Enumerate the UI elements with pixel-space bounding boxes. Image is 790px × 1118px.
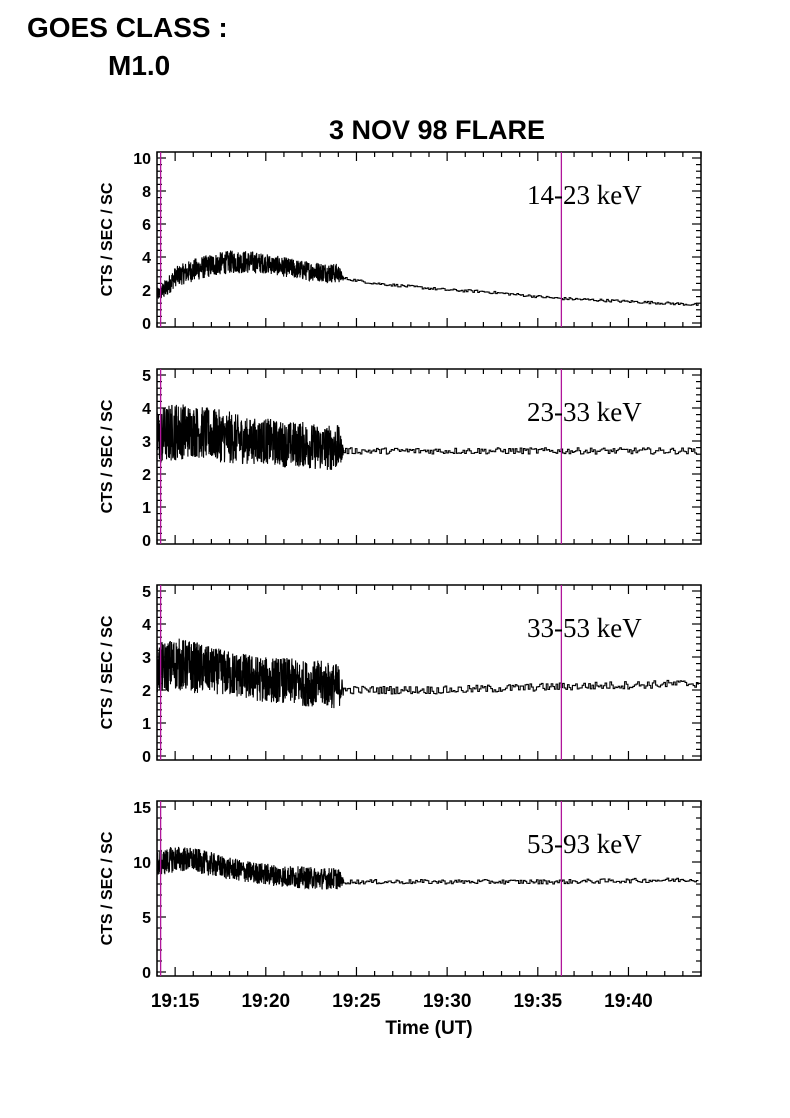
y-tick-label: 1 bbox=[142, 500, 151, 517]
energy-band-label: 23-33 keV bbox=[527, 397, 642, 427]
y-tick-label: 1 bbox=[142, 716, 151, 733]
x-tick-label: 19:20 bbox=[241, 991, 290, 1012]
y-tick-label: 5 bbox=[142, 910, 151, 927]
y-tick-label: 6 bbox=[142, 217, 151, 234]
y-tick-label: 4 bbox=[142, 250, 151, 267]
data-series-line bbox=[156, 404, 699, 470]
y-tick-label: 8 bbox=[142, 184, 151, 201]
x-tick-label: 19:35 bbox=[513, 991, 562, 1012]
y-tick-label: 15 bbox=[133, 800, 151, 817]
y-tick-label: 0 bbox=[142, 749, 151, 766]
panel-1: 0 2 4 6 8 10 CTS / SEC / SC 14-23 keV bbox=[99, 151, 702, 333]
energy-band-label: 33-53 keV bbox=[527, 613, 642, 643]
y-tick-label: 3 bbox=[142, 650, 151, 667]
data-series-line bbox=[156, 846, 699, 890]
panel-2: 0 1 2 3 4 5 CTS / SEC / SC 23-33 keV bbox=[99, 368, 702, 550]
y-tick-label: 2 bbox=[142, 283, 151, 300]
energy-band-label: 53-93 keV bbox=[527, 829, 642, 859]
y-tick-label: 10 bbox=[133, 151, 151, 168]
y-tick-label: 2 bbox=[142, 683, 151, 700]
y-tick-label: 5 bbox=[142, 368, 151, 385]
goes-class-value: M1.0 bbox=[108, 50, 170, 81]
y-tick-label: 0 bbox=[142, 316, 151, 333]
y-tick-label: 5 bbox=[142, 584, 151, 601]
x-tick-label: 19:15 bbox=[151, 991, 200, 1012]
y-tick-label: 2 bbox=[142, 467, 151, 484]
y-tick-label: 4 bbox=[142, 401, 151, 418]
y-tick-label: 10 bbox=[133, 855, 151, 872]
data-series-line bbox=[156, 638, 699, 709]
x-tick-labels: 19:15 19:20 19:25 19:30 19:35 19:40 bbox=[151, 991, 653, 1012]
y-axis-label: CTS / SEC / SC bbox=[99, 399, 116, 513]
x-tick-label: 19:30 bbox=[423, 991, 472, 1012]
chart-title: 3 NOV 98 FLARE bbox=[329, 115, 545, 145]
y-axis-label: CTS / SEC / SC bbox=[99, 615, 116, 729]
x-tick-label: 19:25 bbox=[332, 991, 381, 1012]
y-tick-label: 3 bbox=[142, 434, 151, 451]
goes-class-label: GOES CLASS : bbox=[27, 12, 228, 43]
y-tick-label: 0 bbox=[142, 965, 151, 982]
x-tick-label: 19:40 bbox=[604, 991, 653, 1012]
x-axis-label: Time (UT) bbox=[385, 1018, 472, 1039]
panel-3: 0 1 2 3 4 5 CTS / SEC / SC 33-53 keV bbox=[99, 584, 702, 766]
panel-frame bbox=[156, 368, 702, 545]
data-series-line bbox=[156, 250, 699, 306]
panel-4: 0 5 10 15 CTS / SEC / SC 53-93 keV bbox=[99, 800, 702, 982]
y-axis-label: CTS / SEC / SC bbox=[99, 182, 116, 296]
panel-frame bbox=[156, 800, 702, 977]
y-tick-label: 4 bbox=[142, 617, 151, 634]
energy-band-label: 14-23 keV bbox=[527, 180, 642, 210]
y-axis-label: CTS / SEC / SC bbox=[99, 831, 116, 945]
y-tick-label: 0 bbox=[142, 533, 151, 550]
